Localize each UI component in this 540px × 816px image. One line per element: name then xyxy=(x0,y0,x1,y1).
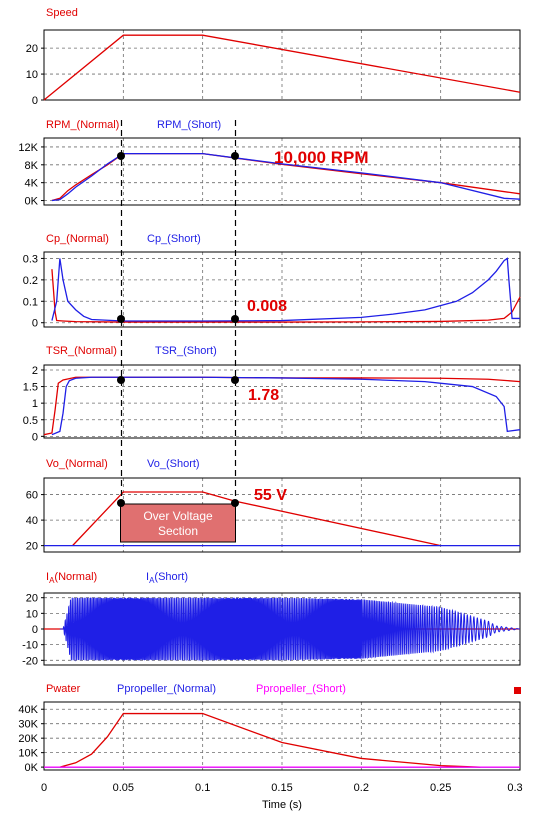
y-tick-label: 20 xyxy=(26,541,38,553)
y-tick-label: 30K xyxy=(18,719,38,731)
y-tick-label: 0K xyxy=(25,762,39,774)
panel-6: -20 -10 0 10 20 IA(Normal) IA(Short) xyxy=(22,571,521,667)
y-tick-label: 0.5 xyxy=(23,415,38,427)
legend-label: Speed xyxy=(46,7,78,19)
legend-label: TSR_(Short) xyxy=(155,345,217,357)
y-tick-label: 0 xyxy=(32,624,38,636)
legend-label: Ppropeller_(Normal) xyxy=(117,683,216,695)
legend-label: Pwater xyxy=(46,683,81,695)
y-tick-label: 1.5 xyxy=(23,382,38,394)
series-line xyxy=(59,596,521,662)
legend-label: Ppropeller_(Short) xyxy=(256,683,346,695)
legend-label: TSR_(Normal) xyxy=(46,345,117,357)
series-line xyxy=(72,491,441,547)
series-line xyxy=(59,712,481,768)
y-tick-label: 20K xyxy=(18,733,38,745)
panel-5: 20 40 60 Vo_(Normal) Vo_(Short) xyxy=(26,458,521,553)
marker-dot xyxy=(231,499,239,507)
plot-frame xyxy=(43,29,521,101)
x-tick-label: 0 xyxy=(41,782,47,794)
x-tick-label: 0.3 xyxy=(507,782,522,794)
over-voltage-label-line1: Over Voltage xyxy=(143,509,213,523)
y-tick-label: -10 xyxy=(22,640,38,652)
annotation-cp: 0.008 xyxy=(247,298,287,315)
time-axis: 0 0.05 0.1 0.15 0.2 0.25 0.3 Time (s) xyxy=(41,782,523,811)
legend-label: IA(Normal) xyxy=(46,571,97,585)
marker-dot xyxy=(117,152,125,160)
x-tick-label: 0.25 xyxy=(430,782,451,794)
panel-7: 0K 10K 20K 30K 40K Pwater Ppropeller_(Normal) P… xyxy=(18,683,521,774)
legend-label: RPM_(Short) xyxy=(157,119,221,131)
marker-dot xyxy=(117,376,125,384)
x-tick-label: 0.05 xyxy=(113,782,134,794)
series-line xyxy=(51,257,520,322)
x-tick-label: 0.2 xyxy=(354,782,369,794)
legend-label: IA(Short) xyxy=(146,571,188,585)
y-tick-label: 20 xyxy=(26,593,38,605)
plot-frame xyxy=(43,251,521,328)
y-tick-label: 40 xyxy=(26,515,38,527)
y-tick-label: 12K xyxy=(18,142,38,154)
annotation-vo: 55 V xyxy=(254,487,287,504)
y-tick-label: -20 xyxy=(22,655,38,667)
y-tick-label: 0 xyxy=(32,95,38,107)
plot-frame xyxy=(43,137,521,206)
y-tick-label: 8K xyxy=(25,160,39,172)
legend-label: Vo_(Normal) xyxy=(46,458,108,470)
y-tick-label: 0 xyxy=(32,318,38,330)
y-tick-label: 1 xyxy=(32,398,38,410)
y-tick-label: 0.1 xyxy=(23,296,38,308)
corner-marker xyxy=(514,687,521,694)
marker-dot xyxy=(231,376,239,384)
legend-label: Cp_(Short) xyxy=(147,233,201,245)
y-tick-label: 60 xyxy=(26,490,38,502)
x-tick-label: 0.1 xyxy=(195,782,210,794)
legend-label: Vo_(Short) xyxy=(147,458,200,470)
plot-frame xyxy=(43,364,521,439)
y-tick-label: 4K xyxy=(25,178,39,190)
panel-2: 0K 4K 8K 12K RPM_(Normal) RPM_(Short) xyxy=(18,119,521,208)
marker-dot xyxy=(231,315,239,323)
y-tick-label: 10 xyxy=(26,608,38,620)
marker-dot xyxy=(231,152,239,160)
plot-frame xyxy=(43,701,521,771)
legend-label: RPM_(Normal) xyxy=(46,119,119,131)
y-tick-label: 0.2 xyxy=(23,275,38,287)
y-tick-label: 10 xyxy=(26,69,38,81)
x-axis-label: Time (s) xyxy=(262,799,302,811)
y-tick-label: 40K xyxy=(18,704,38,716)
marker-dot xyxy=(117,315,125,323)
series-line xyxy=(51,269,521,323)
x-tick-label: 0.15 xyxy=(271,782,292,794)
y-tick-label: 0 xyxy=(32,431,38,443)
annotation-rpm: 10,000 RPM xyxy=(274,148,369,167)
over-voltage-label-line2: Section xyxy=(158,524,198,538)
y-tick-label: 2 xyxy=(32,365,38,377)
marker-dot xyxy=(117,499,125,507)
y-tick-label: 0.3 xyxy=(23,253,38,265)
legend-label: Cp_(Normal) xyxy=(46,233,109,245)
annotation-overlay: Over Voltage Section 10,000 RPM 0.008 1.… xyxy=(117,120,521,694)
panel-4: 0 0.5 1 1.5 2 TSR_(Normal) TSR_(Short) xyxy=(23,345,521,443)
panel-1: 0 10 20 Speed xyxy=(26,7,521,107)
panel-3: 0 0.1 0.2 0.3 Cp_(Normal) Cp_(Short) xyxy=(23,233,521,330)
series-line xyxy=(51,376,521,436)
series-line xyxy=(43,34,521,101)
over-voltage-box xyxy=(120,503,236,543)
y-tick-label: 0K xyxy=(25,196,39,208)
plot-frame xyxy=(43,477,521,553)
y-tick-label: 20 xyxy=(26,43,38,55)
y-tick-label: 10K xyxy=(18,748,38,760)
annotation-tsr: 1.78 xyxy=(248,387,279,404)
